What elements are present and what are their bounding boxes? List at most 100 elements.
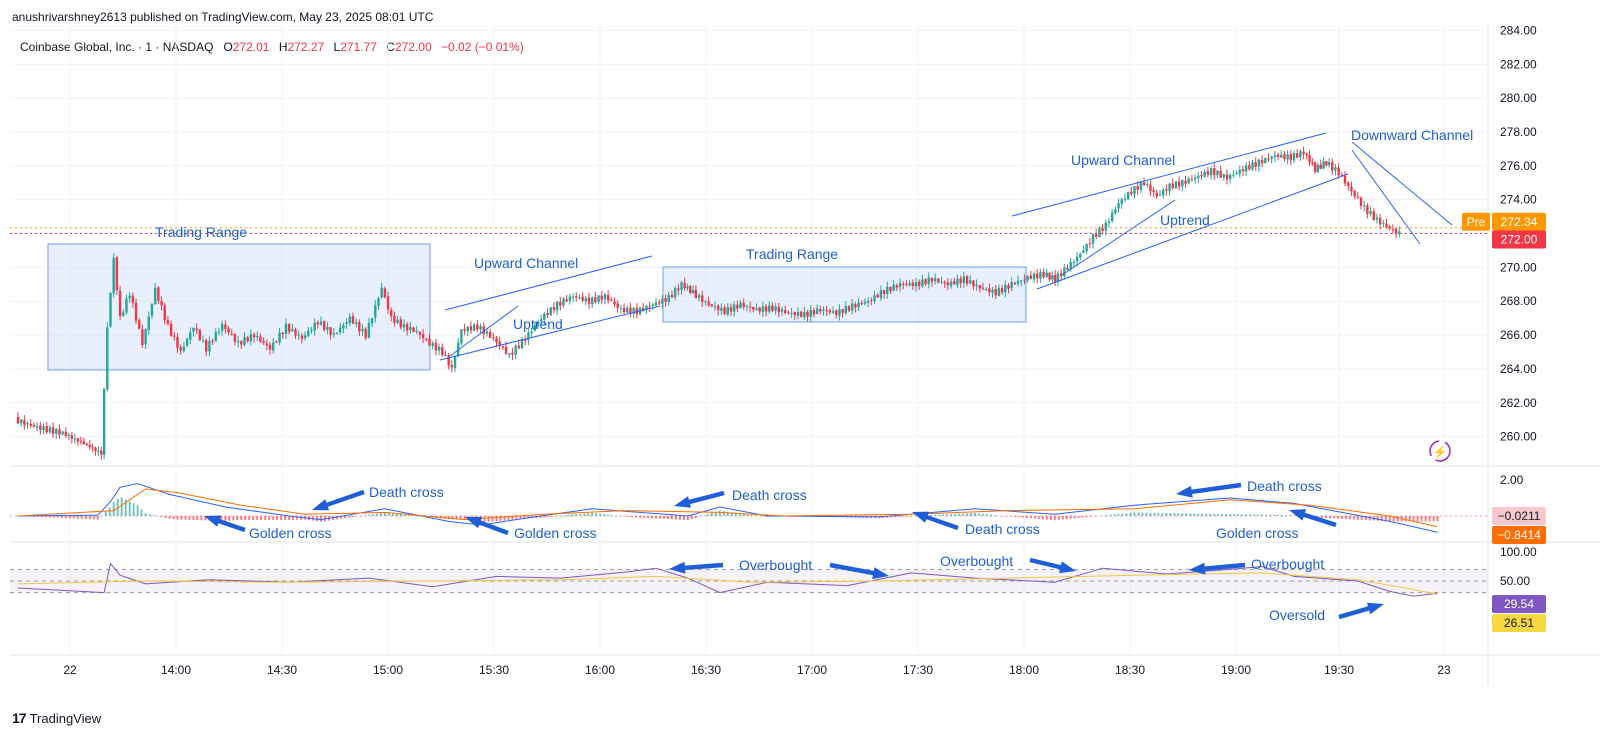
macd-histogram-bar <box>527 516 530 519</box>
macd-histogram-bar <box>340 516 342 519</box>
macd-histogram-bar <box>1416 516 1419 522</box>
golden-cross-arrow <box>1289 509 1337 528</box>
macd-histogram-bar <box>112 502 115 516</box>
candle-body <box>1133 186 1136 195</box>
macd-histogram-bar <box>1237 514 1240 516</box>
macd-histogram-bar <box>1265 514 1267 516</box>
candle-body <box>106 327 109 390</box>
candle-body <box>425 338 428 340</box>
macd-histogram-bar <box>160 516 163 517</box>
candle-body <box>291 328 294 332</box>
candle-body <box>774 306 777 311</box>
macd-histogram-bar <box>1205 513 1208 516</box>
macd-histogram-bar <box>950 514 952 516</box>
macd-histogram-bar <box>1189 513 1192 516</box>
candle-body <box>1136 186 1139 190</box>
candle-body <box>713 306 717 308</box>
macd-histogram-bar <box>56 516 59 518</box>
macd-histogram-bar <box>1352 516 1355 520</box>
candle-body <box>745 305 749 307</box>
candle-body <box>619 308 623 310</box>
candle-body <box>332 333 336 335</box>
macd-badge <box>1492 507 1546 525</box>
macd-histogram-bar <box>1285 515 1287 516</box>
price-tick-label: 278.00 <box>1500 125 1537 139</box>
macd-histogram-bar <box>1388 516 1391 522</box>
candle-body <box>42 426 45 431</box>
price-tick-label: 264.00 <box>1500 362 1537 376</box>
annotation-overbought-2: Overbought <box>940 553 1013 569</box>
candle-body <box>1063 267 1066 277</box>
rsi-badge-value: 29.54 <box>1504 597 1534 611</box>
macd-histogram-bar <box>487 516 490 522</box>
lightning-icon-glyph: ⚡ <box>1433 445 1448 459</box>
candle-body <box>147 316 150 330</box>
candle-body <box>1007 285 1010 289</box>
candle-body <box>962 276 966 284</box>
candle-body <box>1174 181 1178 189</box>
candle-body <box>1343 175 1347 184</box>
macd-histogram-bar <box>483 516 486 523</box>
macd-histogram-bar <box>459 516 462 520</box>
candle-body <box>122 312 125 316</box>
candle-body <box>195 328 198 331</box>
candle-body <box>895 285 899 288</box>
candle-body <box>396 319 399 324</box>
macd-histogram-bar <box>1161 512 1164 516</box>
candle-body <box>150 303 154 316</box>
macd-histogram-bar <box>228 516 231 521</box>
candle-body <box>82 441 85 445</box>
tradingview-brand[interactable]: 17 TradingView <box>12 710 101 726</box>
macd-histogram-bar <box>675 516 677 520</box>
annotation-oversold: Oversold <box>1269 607 1325 623</box>
candle-body <box>1356 196 1359 199</box>
overbought-arrow <box>1189 562 1246 575</box>
annotation-golden-cross-3: Golden cross <box>1216 525 1298 541</box>
macd-histogram-bar <box>966 513 968 516</box>
candle-body <box>431 343 434 347</box>
candle-body <box>51 427 55 434</box>
candle-body <box>374 305 377 318</box>
macd-histogram-bar <box>906 516 909 517</box>
macd-histogram-bar <box>1006 516 1008 517</box>
candle-body <box>211 341 214 343</box>
macd-histogram-bar <box>196 516 199 521</box>
candle-body <box>984 288 988 290</box>
symbol-legend: Coinbase Global, Inc. · 1 · NASDAQ O272.… <box>20 40 530 54</box>
macd-histogram-bar <box>599 513 602 516</box>
price-tick-label: 266.00 <box>1500 328 1537 342</box>
candle-body <box>943 282 946 284</box>
x-tick-label: 22 <box>63 663 77 677</box>
candle-body <box>1206 171 1210 175</box>
macd-histogram-bar <box>954 513 956 516</box>
candle-body <box>768 305 771 312</box>
candle-body <box>1039 271 1042 279</box>
candle-body <box>501 346 505 348</box>
candle-body <box>892 284 895 291</box>
candle-body <box>575 295 578 298</box>
candle-body <box>1340 174 1344 176</box>
macd-histogram-bar <box>68 516 71 519</box>
macd-histogram-bar <box>415 515 418 517</box>
candle-body <box>358 322 361 332</box>
candle-body <box>1197 175 1200 179</box>
macd-histogram-bar <box>88 516 91 520</box>
macd-histogram-bar <box>348 516 350 518</box>
candle-body <box>511 352 514 355</box>
candle-body <box>870 300 873 302</box>
macd-histogram-bar <box>379 512 382 516</box>
uptrend-line-2 <box>1061 199 1176 276</box>
macd-histogram-bar <box>1169 513 1172 516</box>
x-tick-label: 19:30 <box>1324 663 1354 677</box>
candle-body <box>1313 162 1317 172</box>
macd-histogram-bar <box>80 516 83 519</box>
macd-histogram-bar <box>1153 512 1156 516</box>
candle-body <box>1155 192 1159 197</box>
macd-histogram-bar <box>898 516 901 517</box>
candle-body <box>300 335 304 339</box>
candle-body <box>520 339 524 348</box>
candle-body <box>476 324 479 330</box>
macd-histogram-bar <box>52 516 55 518</box>
candle-body <box>236 341 240 343</box>
